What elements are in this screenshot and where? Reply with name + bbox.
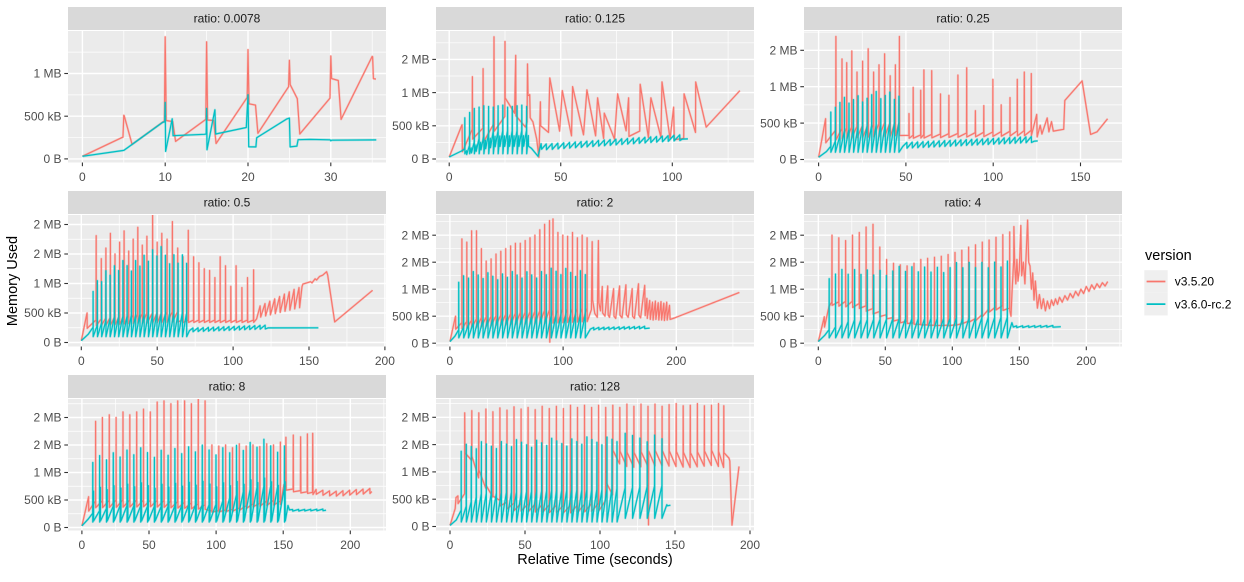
svg-text:0: 0 [815,170,822,184]
svg-text:Memory Used: Memory Used [5,236,21,326]
svg-text:150: 150 [1070,170,1090,184]
svg-text:2 MB: 2 MB [401,228,429,242]
svg-text:0 B: 0 B [43,521,61,535]
svg-text:100: 100 [942,354,962,368]
svg-text:50: 50 [879,354,893,368]
svg-text:ratio: 0.5: ratio: 0.5 [204,196,251,210]
svg-text:500 kB: 500 kB [24,306,61,320]
svg-text:1 MB: 1 MB [33,277,61,291]
svg-text:200: 200 [375,354,395,368]
svg-text:0: 0 [446,170,453,184]
svg-text:0 B: 0 B [411,152,429,166]
svg-text:150: 150 [273,538,293,552]
svg-text:30: 30 [324,170,338,184]
svg-text:500 kB: 500 kB [760,309,797,323]
svg-text:2 MB: 2 MB [401,411,429,425]
svg-text:0: 0 [815,354,822,368]
svg-text:1 MB: 1 MB [401,86,429,100]
svg-text:2 MB: 2 MB [33,247,61,261]
svg-text:0 B: 0 B [411,336,429,350]
svg-text:50: 50 [518,538,532,552]
svg-text:2 MB: 2 MB [769,228,797,242]
svg-text:2 MB: 2 MB [769,44,797,58]
svg-text:0: 0 [447,538,454,552]
svg-text:version: version [1145,248,1192,264]
svg-text:1 MB: 1 MB [401,282,429,296]
svg-text:ratio: 0.25: ratio: 0.25 [936,12,990,26]
svg-text:50: 50 [142,538,156,552]
svg-text:50: 50 [151,354,165,368]
svg-text:2 MB: 2 MB [401,255,429,269]
svg-text:0: 0 [78,354,85,368]
svg-text:ratio: 0.0078: ratio: 0.0078 [194,12,261,26]
svg-text:Relative Time (seconds): Relative Time (seconds) [517,552,673,568]
svg-text:0: 0 [79,170,86,184]
svg-text:0 B: 0 B [411,520,429,534]
svg-text:2 MB: 2 MB [33,438,61,452]
svg-text:100: 100 [223,354,243,368]
svg-text:2 MB: 2 MB [401,53,429,67]
svg-text:0 B: 0 B [779,336,797,350]
svg-text:100: 100 [983,170,1003,184]
svg-text:ratio: 0.125: ratio: 0.125 [565,12,625,26]
svg-text:200: 200 [740,538,760,552]
svg-text:150: 150 [1009,354,1029,368]
svg-text:500 kB: 500 kB [24,109,61,123]
svg-text:v3.5.20: v3.5.20 [1175,275,1215,289]
svg-text:500 kB: 500 kB [392,309,429,323]
svg-text:1 MB: 1 MB [401,465,429,479]
svg-text:10: 10 [159,170,173,184]
svg-text:2 MB: 2 MB [769,255,797,269]
svg-text:1 MB: 1 MB [33,67,61,81]
svg-text:200: 200 [1076,354,1096,368]
svg-text:ratio: 4: ratio: 4 [945,196,982,210]
svg-text:1 MB: 1 MB [769,80,797,94]
svg-text:500 kB: 500 kB [24,493,61,507]
svg-text:150: 150 [299,354,319,368]
svg-text:0 B: 0 B [43,336,61,350]
svg-text:0: 0 [79,538,86,552]
svg-text:150: 150 [665,538,685,552]
svg-text:ratio: 128: ratio: 128 [570,380,620,394]
svg-text:200: 200 [340,538,360,552]
svg-text:0 B: 0 B [43,152,61,166]
svg-text:1 MB: 1 MB [33,466,61,480]
svg-text:2 MB: 2 MB [401,438,429,452]
svg-text:ratio: 8: ratio: 8 [209,380,246,394]
svg-text:50: 50 [899,170,913,184]
svg-text:500 kB: 500 kB [760,116,797,130]
svg-text:200: 200 [666,354,686,368]
svg-text:v3.6.0-rc.2: v3.6.0-rc.2 [1175,297,1232,311]
svg-text:0 B: 0 B [779,153,797,167]
svg-text:2 MB: 2 MB [33,218,61,232]
svg-text:ratio: 2: ratio: 2 [577,196,614,210]
svg-text:50: 50 [554,170,568,184]
svg-text:100: 100 [553,354,573,368]
svg-text:1 MB: 1 MB [769,282,797,296]
svg-text:20: 20 [241,170,255,184]
svg-text:2 MB: 2 MB [33,411,61,425]
svg-text:500 kB: 500 kB [392,492,429,506]
svg-text:100: 100 [662,170,682,184]
svg-text:500 kB: 500 kB [392,119,429,133]
svg-text:100: 100 [206,538,226,552]
svg-text:0: 0 [447,354,454,368]
svg-text:100: 100 [590,538,610,552]
